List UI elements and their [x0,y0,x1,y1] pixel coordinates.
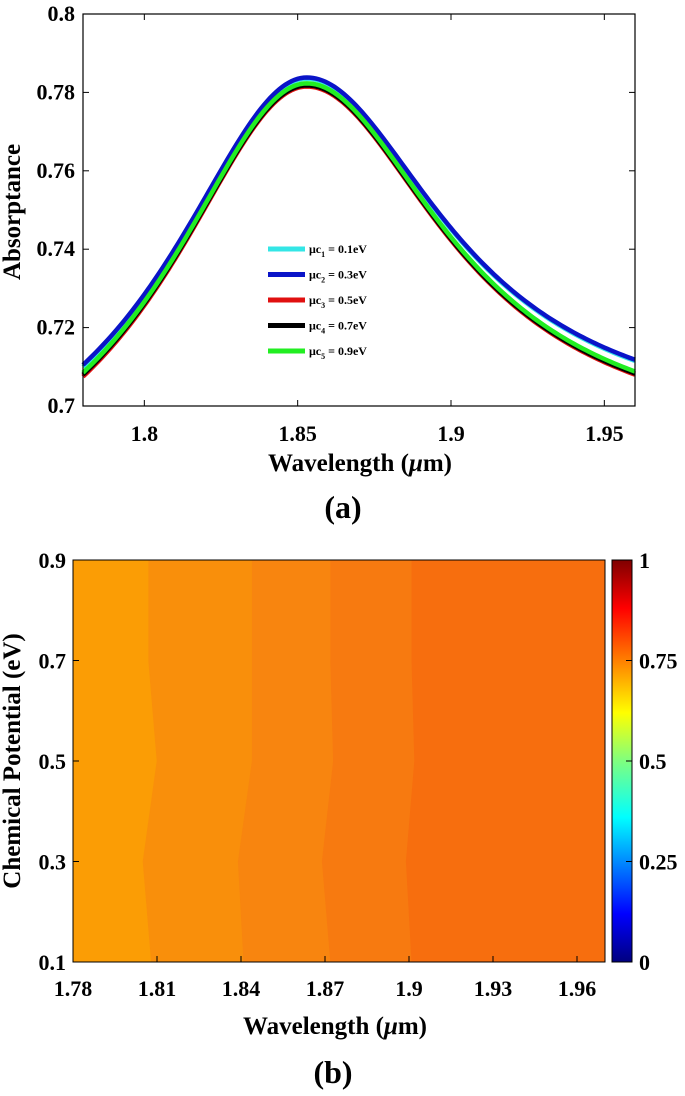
x-tick-label: 1.96 [558,976,597,1001]
contour-band-3 [237,559,334,963]
y-tick-label: 0.76 [37,158,76,183]
colorbar-tick-label: 0 [639,950,650,975]
panel-a-series-lines [81,75,636,379]
panel-a-x-ticks: 1.8 1.85 1.9 1.95 [131,14,624,446]
x-tick-label: 1.95 [585,421,624,446]
panel-b-contour-bands [72,559,606,963]
panel-a-caption: (a) [324,489,361,525]
series-line-2 [81,75,636,367]
x-tick-label: 1.8 [131,421,159,446]
panel-b-y-ticks: 0.1 0.3 0.5 0.7 0.9 [39,548,79,975]
y-tick-label: 0.7 [39,649,67,674]
x-tick-label: 1.78 [54,976,93,1001]
panel-b-x-axis-label: Wavelength (μm) [243,1013,427,1040]
panel-a-y-axis-label: Absorptance [0,144,26,280]
y-tick-label: 0.8 [48,1,76,26]
panel-b-heatmap: 1.78 1.81 1.84 1.87 1.9 1.93 1.96 0.1 0.3 0.5 0.7… [0,548,678,1090]
colorbar-ticks: 0 0.25 0.5 0.75 1 [626,548,678,975]
legend-entry-4: μc4 = 0.7eV [309,319,367,336]
series-line-5 [81,81,636,375]
panel-b-x-ticks: 1.78 1.81 1.84 1.87 1.9 1.93 1.96 [54,956,597,1001]
panel-a-x-axis-label: Wavelength (μm) [268,450,452,477]
x-tick-label: 1.84 [222,976,261,1001]
legend-entry-1: μc1 = 0.1eV [309,242,367,259]
x-tick-label: 1.93 [474,976,513,1001]
y-tick-label: 0.1 [39,950,67,975]
colorbar-tick-label: 0.25 [639,850,678,875]
panel-b-caption: (b) [313,1054,352,1090]
x-tick-label: 1.9 [437,421,465,446]
y-tick-label: 0.5 [39,749,67,774]
y-tick-label: 0.7 [48,393,76,418]
contour-band-5 [405,559,606,963]
contour-band-1 [72,559,158,963]
legend-entry-5: μc5 = 0.9eV [309,344,367,361]
panel-a-axes-frame [82,13,636,407]
legend-entry-3: μc3 = 0.5eV [309,293,367,310]
colorbar-tick-label: 0.75 [639,649,678,674]
panel-a-y-ticks: 0.7 0.72 0.74 0.76 0.78 0.8 [37,1,635,418]
legend-entry-2: μc2 = 0.3eV [309,268,367,285]
colorbar-tick-label: 0.5 [639,749,667,774]
x-tick-label: 1.85 [278,421,317,446]
colorbar-tick-label: 1 [639,548,650,573]
y-tick-label: 0.3 [39,850,67,875]
panel-a-legend: μc1 = 0.1eV μc2 = 0.3eV μc3 = 0.5eV μc4 = 0… [268,242,367,361]
contour-band-4 [321,559,415,963]
panel-a-line-chart: 1.8 1.85 1.9 1.95 0.7 0.72 0.74 0.76 0.78 0.8 Wa… [0,1,636,525]
y-tick-label: 0.9 [39,548,67,573]
y-tick-label: 0.78 [37,79,76,104]
x-tick-label: 1.9 [395,976,423,1001]
y-tick-label: 0.72 [37,315,76,340]
x-tick-label: 1.87 [306,976,345,1001]
y-tick-label: 0.74 [37,236,76,261]
x-tick-label: 1.81 [138,976,177,1001]
panel-b-y-axis-label: Chemical Potential (eV) [0,633,26,888]
contour-band-2 [142,559,253,963]
